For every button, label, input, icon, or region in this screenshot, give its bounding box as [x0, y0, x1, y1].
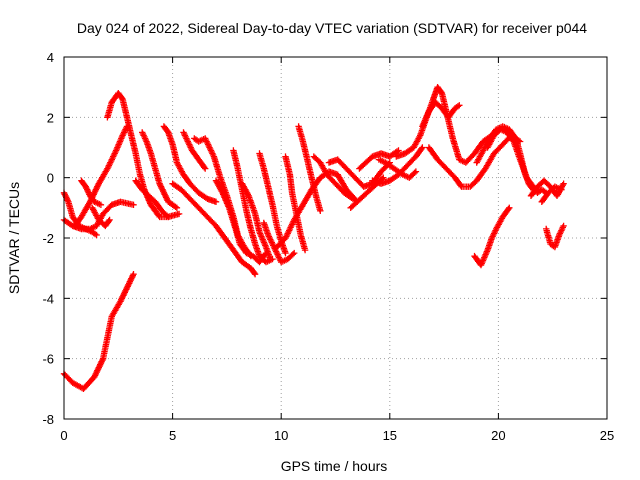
data-point-markers [543, 222, 567, 251]
series-tr27 [369, 144, 426, 187]
series-tr4 [71, 123, 131, 230]
y-tick-label: -6 [42, 352, 54, 367]
chart-title: Day 024 of 2022, Sidereal Day-to-day VTE… [77, 20, 587, 36]
series-tr15 [230, 147, 276, 266]
series-tr35 [543, 222, 567, 251]
series-tr11 [180, 129, 209, 172]
y-tick-label: 2 [47, 110, 54, 125]
series-tr10 [160, 123, 220, 205]
data-point-markers [139, 129, 181, 211]
x-axis-label: GPS time / hours [281, 458, 388, 474]
data-points [60, 84, 567, 392]
y-tick-label: -8 [42, 412, 54, 427]
x-tick-label: 15 [383, 428, 397, 443]
y-tick-labels: -8 -6 -4 -2 0 2 4 [42, 50, 54, 427]
tick-marks [63, 56, 608, 420]
series-tr33 [471, 204, 513, 269]
x-tick-label: 25 [600, 428, 614, 443]
series-tr16 [238, 180, 274, 263]
series-tr19 [282, 153, 309, 254]
data-point-markers [78, 177, 105, 208]
series-tr21 [295, 123, 324, 214]
data-point-markers [212, 177, 270, 266]
data-point-markers [89, 204, 113, 230]
x-tick-label: 5 [169, 428, 176, 443]
series-tr12 [169, 180, 259, 278]
data-point-markers [419, 99, 463, 130]
x-tick-label: 20 [491, 428, 505, 443]
series-tr29 [419, 99, 463, 130]
y-tick-label: 0 [47, 171, 54, 186]
data-point-markers [230, 147, 276, 266]
series-tr8 [139, 129, 181, 211]
x-tick-label: 10 [274, 428, 288, 443]
y-tick-label: -2 [42, 231, 54, 246]
data-point-markers [369, 144, 426, 187]
data-point-markers [484, 126, 537, 190]
y-tick-label: -4 [42, 291, 54, 306]
data-point-markers [356, 147, 402, 172]
x-tick-labels: 0 5 10 15 20 25 [60, 428, 614, 443]
data-point-markers [104, 90, 183, 221]
data-point-markers [538, 183, 565, 205]
data-point-markers [180, 129, 209, 172]
series-tr25 [356, 147, 402, 172]
data-point-markers [238, 180, 274, 263]
series-tr36 [538, 183, 565, 205]
series-tr14 [212, 177, 270, 266]
data-point-markers [132, 177, 172, 221]
series-tr6 [78, 177, 105, 208]
data-point-markers [282, 153, 309, 254]
y-axis-label: SDTVAR / TECUs [6, 182, 22, 294]
data-point-markers [169, 180, 259, 278]
series-tr7 [104, 90, 183, 221]
series-tr20 [273, 168, 361, 251]
data-point-markers [160, 123, 220, 205]
series-tr22 [310, 153, 357, 202]
series-tr5 [89, 204, 113, 230]
data-point-markers [273, 168, 361, 251]
data-point-markers [295, 123, 324, 214]
data-point-markers [71, 123, 131, 230]
series-tr9 [132, 177, 172, 221]
x-tick-label: 0 [60, 428, 67, 443]
series-tr32 [484, 126, 537, 190]
data-point-markers [471, 204, 513, 269]
y-tick-label: 4 [47, 50, 54, 65]
data-point-markers [310, 153, 357, 202]
